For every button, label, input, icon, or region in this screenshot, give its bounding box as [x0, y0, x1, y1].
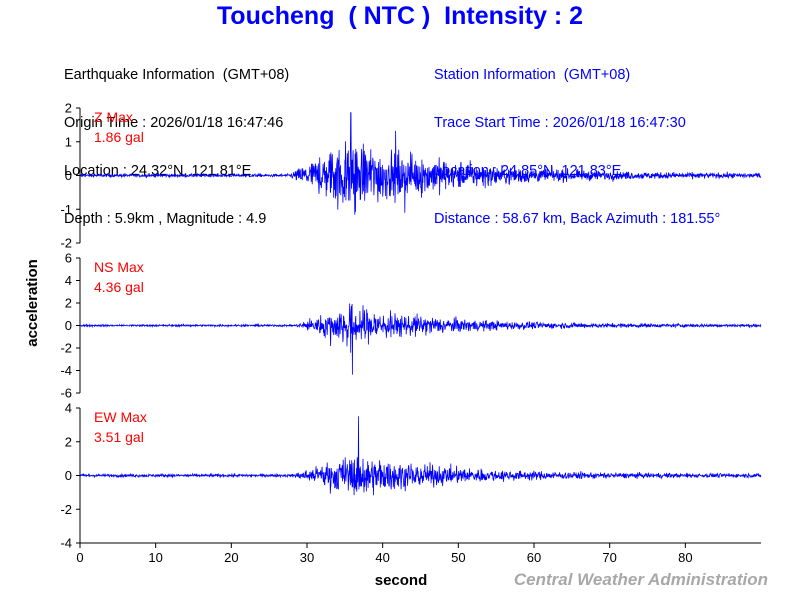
- x-tick-label: 40: [375, 550, 389, 565]
- chart-title: Toucheng ( NTC ) Intensity : 2: [216, 2, 584, 30]
- x-tick-label: 20: [224, 550, 238, 565]
- component-label: EW Max: [94, 409, 147, 425]
- panel-ns: -6 -4 -2 0 2 4 6 NS Max 4.36 gal: [60, 251, 762, 401]
- distance-azimuth: Distance : 58.67 km, Back Azimuth : 181.…: [434, 211, 721, 227]
- max-value-label: 4.36 gal: [94, 279, 144, 295]
- y-tick-label: 2: [65, 101, 72, 116]
- component-label: NS Max: [94, 259, 144, 275]
- agency-credit: Central Weather Administration: [513, 570, 768, 589]
- y-tick-label: -4: [60, 536, 72, 551]
- y-tick-label: -4: [60, 363, 72, 378]
- panel-ew: -4 -2 0 2 4 EW Max 3.51 gal: [60, 401, 762, 551]
- x-tick-label: 80: [678, 550, 692, 565]
- x-axis: 0 10 20 30 40 50 60 70 80: [76, 542, 761, 565]
- waveform-ns: [79, 303, 762, 375]
- max-value-label: 3.51 gal: [94, 429, 144, 445]
- y-tick-label: 0: [65, 318, 72, 333]
- x-tick-label: 70: [602, 550, 616, 565]
- y-tick-label: 1: [65, 134, 72, 149]
- origin-time: Origin Time : 2026/01/18 16:47:46: [64, 115, 284, 131]
- y-tick-label: -6: [60, 386, 72, 401]
- y-tick-label: 0: [65, 168, 72, 183]
- trace-start-time: Trace Start Time : 2026/01/18 16:47:30: [434, 115, 686, 131]
- depth-magnitude: Depth : 5.9km , Magnitude : 4.9: [64, 211, 267, 227]
- y-tick-label: -2: [60, 502, 72, 517]
- x-tick-label: 10: [148, 550, 162, 565]
- x-tick-label: 30: [300, 550, 314, 565]
- y-tick-label: -2: [60, 341, 72, 356]
- y-tick-label: 6: [65, 251, 72, 266]
- y-tick-label: 0: [65, 468, 72, 483]
- y-tick-label: 2: [65, 434, 72, 449]
- x-tick-label: 60: [527, 550, 541, 565]
- y-tick-label: 4: [65, 273, 72, 288]
- waveform-ew: [79, 416, 762, 496]
- y-tick-label: -1: [60, 202, 72, 217]
- y-tick-label: 4: [65, 401, 72, 416]
- y-tick-label: -2: [60, 236, 72, 251]
- y-axis-label: acceleration: [24, 259, 41, 347]
- max-value-label: 1.86 gal: [94, 129, 144, 145]
- earthquake-info-header: Earthquake Information (GMT+08): [64, 67, 290, 83]
- x-tick-label: 50: [451, 550, 465, 565]
- y-tick-label: 2: [65, 296, 72, 311]
- component-label: Z Max: [94, 109, 133, 125]
- x-axis-label: second: [375, 572, 428, 589]
- x-tick-label: 0: [76, 550, 83, 565]
- seismogram-panels: -2 -1 0 1 2 Z Max 1.86 gal -6 -4 -2 0 2 4 6 NS Max 4.36…: [60, 101, 762, 551]
- panel-z: -2 -1 0 1 2 Z Max 1.86 gal: [60, 101, 762, 251]
- waveform-z: [79, 112, 762, 215]
- station-info-header: Station Information (GMT+08): [434, 67, 631, 83]
